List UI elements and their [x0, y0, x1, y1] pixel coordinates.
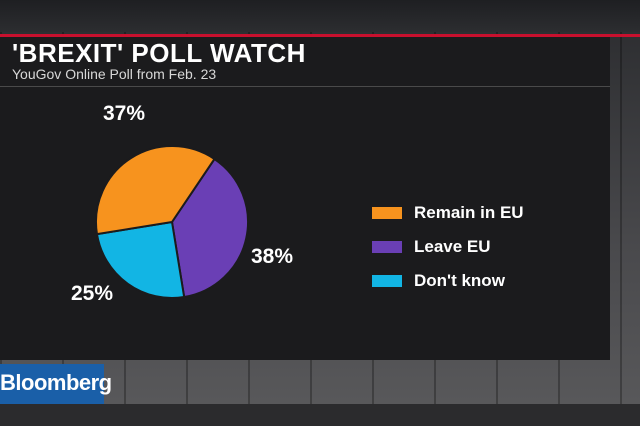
- data-label-dont-know: 25%: [71, 282, 113, 305]
- legend-label-leave: Leave EU: [414, 237, 491, 256]
- pie-slice-dont-know: [95, 220, 186, 299]
- legend-item-dont-know: Don't know: [372, 264, 524, 298]
- legend-item-leave: Leave EU: [372, 230, 524, 264]
- top-strip: [0, 0, 640, 32]
- bloomberg-logo-box: [0, 364, 104, 404]
- legend-item-remain: Remain in EU: [372, 196, 524, 230]
- data-label-leave: 38%: [251, 245, 293, 268]
- accent-line: [0, 34, 640, 37]
- legend-label-remain: Remain in EU: [414, 203, 524, 222]
- pie-slice-leave: [170, 157, 249, 299]
- data-label-remain: 37%: [103, 102, 145, 125]
- title-divider: [0, 86, 610, 87]
- legend-swatch-remain: [372, 207, 402, 219]
- pie-slice-remain: [95, 145, 216, 236]
- legend-label-dont-know: Don't know: [414, 271, 505, 290]
- legend: Remain in EU Leave EU Don't know: [372, 196, 524, 298]
- page-subtitle: YouGov Online Poll from Feb. 23: [12, 66, 217, 82]
- page-title: 'BREXIT' POLL WATCH: [12, 38, 306, 68]
- legend-swatch-dont-know: [372, 275, 402, 287]
- bottom-band: [0, 404, 640, 426]
- legend-swatch-leave: [372, 241, 402, 253]
- bloomberg-logo: Bloomberg: [0, 370, 112, 395]
